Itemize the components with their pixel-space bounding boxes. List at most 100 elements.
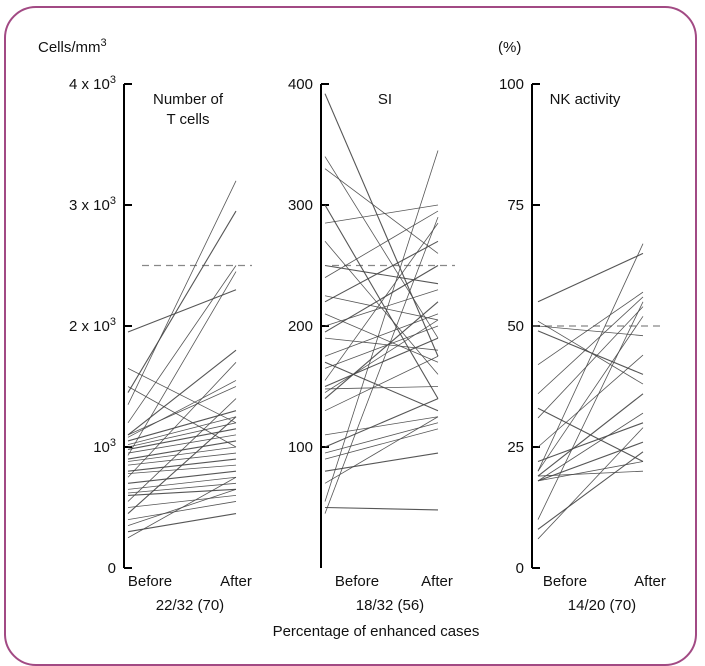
case-line	[324, 386, 439, 390]
y-tick-label: 200	[288, 318, 313, 335]
case-line	[127, 495, 237, 508]
x-label-after: After	[634, 573, 666, 590]
case-line	[127, 386, 237, 436]
panel-title: SI	[378, 91, 392, 108]
panel-title: Number of	[153, 91, 224, 108]
panel-2: 100 200 300 400 SI Before After 18/32 (56)	[288, 76, 455, 614]
case-line	[127, 180, 237, 405]
case-line	[537, 301, 644, 520]
case-line	[537, 461, 644, 482]
case-line	[127, 210, 237, 393]
case-line	[324, 355, 439, 412]
case-line	[324, 265, 439, 333]
case-line	[324, 313, 439, 357]
case-line	[127, 464, 237, 475]
case-line	[127, 488, 237, 496]
case-line	[324, 301, 439, 400]
case-line	[324, 416, 439, 484]
case-line	[537, 470, 644, 477]
case-line	[127, 289, 237, 333]
x-label-after: After	[421, 573, 453, 590]
case-line	[127, 446, 237, 462]
case-line	[324, 289, 439, 327]
x-label-before: Before	[128, 573, 172, 590]
case-line	[324, 337, 439, 388]
case-line	[127, 434, 237, 454]
y-tick-label: 103	[93, 437, 116, 456]
panel-title: T cells	[166, 111, 209, 128]
case-line	[324, 337, 439, 351]
y-tick-label: 25	[507, 439, 524, 456]
case-line	[324, 222, 439, 381]
y-tick-label: 400	[288, 76, 313, 93]
y-tick-label: 75	[507, 197, 524, 214]
panel-title: NK activity	[550, 91, 621, 108]
bottom-label: Percentage of enhanced cases	[273, 623, 480, 640]
panel-3: 0 25 50 75 100 (%) NK activity Before After 14/20…	[498, 39, 666, 614]
case-line	[324, 452, 439, 472]
case-line	[324, 361, 439, 412]
case-line	[127, 482, 237, 494]
y-tick-label: 100	[499, 76, 524, 93]
x-label-after: After	[220, 573, 252, 590]
case-line	[537, 354, 644, 448]
case-line	[537, 291, 644, 366]
panel-1: 0 103 2 x 103 3 x 103 4 x 103 Cells/mm3 Number…	[38, 37, 252, 614]
panel-caption: 14/20 (70)	[568, 597, 636, 614]
case-line	[537, 422, 644, 463]
chart-figure: Percentage of enhanced cases 0 103 2 x 103…	[38, 37, 666, 640]
case-line	[127, 265, 237, 424]
case-line	[127, 501, 237, 520]
case-line	[537, 412, 644, 482]
y-tick-label: 100	[288, 439, 313, 456]
case-line	[537, 243, 644, 472]
case-line	[537, 393, 644, 477]
case-line	[537, 316, 644, 472]
case-line	[324, 264, 439, 285]
case-line	[127, 380, 237, 438]
case-line	[324, 168, 439, 254]
case-line	[324, 93, 439, 357]
y-tick-label: 2 x 103	[69, 316, 116, 335]
case-line	[127, 271, 237, 456]
case-line	[324, 319, 439, 393]
case-line	[127, 452, 237, 466]
case-line	[324, 240, 439, 303]
case-line	[324, 398, 439, 448]
case-line	[127, 367, 237, 424]
case-line	[537, 325, 644, 337]
x-label-before: Before	[335, 573, 379, 590]
case-line	[324, 325, 439, 369]
case-line	[537, 330, 644, 375]
case-line	[324, 506, 439, 511]
case-line	[324, 210, 439, 278]
case-line	[127, 416, 237, 445]
x-label-before: Before	[543, 573, 587, 590]
y-tick-label: 0	[516, 560, 524, 577]
case-line	[324, 204, 439, 224]
case-line	[127, 476, 237, 539]
case-line	[537, 306, 644, 419]
case-line	[324, 150, 439, 502]
figure-frame	[4, 6, 697, 666]
case-line	[127, 349, 237, 436]
case-line	[127, 416, 237, 514]
case-line	[537, 451, 644, 530]
y-tick-label: 0	[108, 560, 116, 577]
case-line	[324, 156, 439, 339]
case-line	[324, 428, 439, 460]
case-line	[127, 362, 237, 478]
unit-label: Cells/mm3	[38, 37, 107, 56]
unit-label: (%)	[498, 39, 521, 56]
panel-caption: 22/32 (70)	[156, 597, 224, 614]
panel-caption: 18/32 (56)	[356, 597, 424, 614]
y-tick-label: 50	[507, 318, 524, 335]
case-line	[537, 296, 644, 395]
case-line	[127, 476, 237, 490]
case-line	[127, 470, 237, 484]
case-line	[537, 252, 644, 303]
case-line	[127, 398, 237, 502]
case-line	[127, 410, 237, 442]
y-tick-label: 4 x 103	[69, 74, 116, 93]
case-line	[127, 422, 237, 448]
